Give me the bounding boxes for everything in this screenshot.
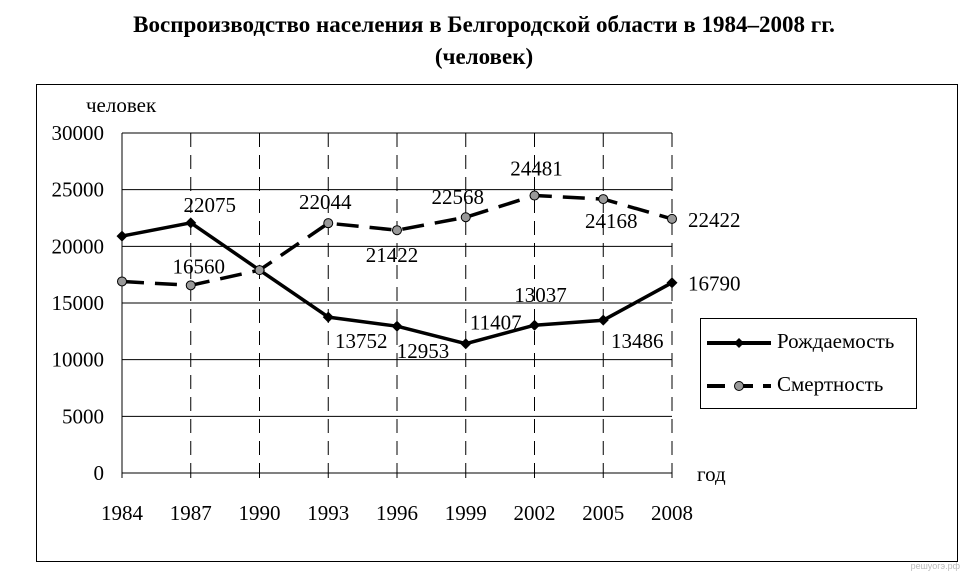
y-axis-label: человек <box>86 93 157 117</box>
data-label: 16790 <box>688 272 741 296</box>
data-label: 22422 <box>688 208 741 232</box>
birth-point <box>460 338 472 350</box>
x-tick-label: 1990 <box>239 501 281 525</box>
x-axis-label: год <box>697 462 726 486</box>
x-tick-label: 1996 <box>376 501 418 525</box>
legend-label-death: Смертность <box>777 372 884 396</box>
y-tick-label: 15000 <box>52 291 105 315</box>
death-point <box>254 265 265 276</box>
death-point <box>185 280 196 291</box>
death-point <box>323 218 334 229</box>
birth-point <box>116 230 128 242</box>
data-label: 13486 <box>611 329 664 353</box>
x-tick-label: 1984 <box>101 501 144 525</box>
legend-death-marker <box>734 381 744 391</box>
death-point <box>392 225 402 236</box>
birth-point <box>185 217 197 229</box>
data-label: 22044 <box>299 190 352 214</box>
data-label: 11407 <box>470 311 522 335</box>
legend-label-birth: Рождаемость <box>777 329 895 353</box>
y-tick-label: 5000 <box>62 404 104 428</box>
birth-point <box>597 314 609 326</box>
data-label: 22075 <box>184 193 237 217</box>
death-point <box>667 213 677 224</box>
legend-markers <box>707 338 771 391</box>
birth-point <box>666 277 678 289</box>
data-label: 12953 <box>397 339 450 363</box>
x-tick-label: 1987 <box>170 501 212 525</box>
x-tick-label: 1999 <box>445 501 487 525</box>
data-label: 24481 <box>510 157 563 181</box>
x-tick-label: 1993 <box>307 501 349 525</box>
data-label: 22568 <box>432 185 485 209</box>
birth-point <box>322 311 334 323</box>
y-tick-label: 25000 <box>52 178 105 202</box>
chart-title-line-1: Воспроизводство населения в Белгородской… <box>133 12 835 37</box>
series-line-1 <box>121 193 673 288</box>
data-label: 13752 <box>335 329 388 353</box>
death-point <box>117 276 127 287</box>
data-label: 16560 <box>173 254 226 278</box>
data-label: 21422 <box>366 243 419 267</box>
y-tick-label: 30000 <box>52 121 105 145</box>
data-label: 13037 <box>514 283 567 307</box>
data-label: 24168 <box>585 209 638 233</box>
x-tick-label: 2008 <box>651 501 693 525</box>
legend: Рождаемость Смертность <box>700 318 917 409</box>
watermark: решуогэ.рф <box>910 561 960 571</box>
legend-birth-marker <box>734 338 744 348</box>
death-point <box>598 194 609 205</box>
death-point <box>529 190 540 201</box>
birth-point <box>529 319 540 331</box>
y-tick-label: 20000 <box>52 234 105 258</box>
y-tick-label: 0 <box>94 461 105 485</box>
birth-point <box>391 320 403 332</box>
chart-frame <box>36 84 958 562</box>
x-tick-label: 2005 <box>582 501 624 525</box>
y-tick-label: 10000 <box>52 348 105 372</box>
chart-title-line-2: (человек) <box>434 44 534 69</box>
death-point <box>460 212 471 223</box>
x-tick-label: 2002 <box>514 501 556 525</box>
